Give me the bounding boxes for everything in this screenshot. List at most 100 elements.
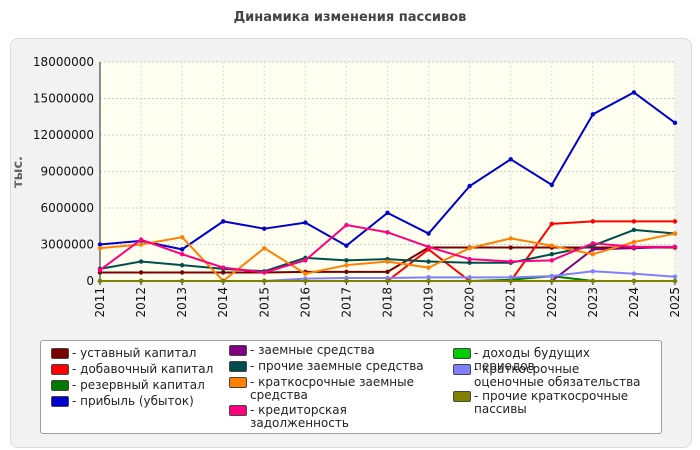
data-point bbox=[426, 259, 431, 264]
y-tick-label: 6000000 bbox=[41, 201, 94, 215]
legend-label: - заемные средства bbox=[250, 343, 375, 357]
data-point bbox=[385, 278, 390, 284]
data-point bbox=[631, 244, 637, 250]
data-point bbox=[385, 275, 390, 281]
series-11 bbox=[97, 278, 678, 284]
data-point bbox=[97, 245, 103, 251]
legend-label: - краткосрочные заемные средства bbox=[250, 375, 414, 402]
y-tick-label: 3000000 bbox=[41, 238, 94, 252]
chart-title: Динамика изменения пассивов bbox=[233, 10, 467, 25]
data-point bbox=[344, 258, 349, 263]
data-point bbox=[508, 275, 513, 280]
data-point bbox=[590, 269, 596, 274]
data-point bbox=[467, 183, 472, 189]
series-4 bbox=[97, 90, 678, 252]
data-point bbox=[385, 230, 390, 235]
legend-swatch bbox=[229, 345, 247, 356]
x-tick-label: 2015 bbox=[257, 287, 271, 318]
y-tick-label: 9000000 bbox=[41, 165, 94, 179]
legend-label: - прочие краткосрочные пассивы bbox=[474, 389, 629, 416]
data-point bbox=[549, 221, 554, 227]
data-point bbox=[672, 244, 678, 250]
data-point bbox=[631, 227, 637, 233]
data-point bbox=[426, 231, 431, 236]
data-point bbox=[303, 271, 308, 276]
data-point bbox=[426, 278, 431, 284]
data-point bbox=[138, 270, 144, 275]
data-point bbox=[221, 219, 226, 224]
data-point bbox=[549, 252, 554, 257]
data-point bbox=[385, 259, 390, 264]
data-point bbox=[385, 269, 390, 275]
legend-label: - доходы будущих периодов bbox=[474, 346, 590, 373]
data-point bbox=[303, 220, 308, 225]
data-point bbox=[631, 271, 637, 276]
data-point bbox=[467, 275, 472, 280]
legend-label: - прочие заемные средства bbox=[250, 359, 424, 373]
data-point bbox=[179, 270, 185, 275]
legend-swatch bbox=[51, 348, 69, 359]
data-point bbox=[631, 239, 637, 245]
data-point bbox=[426, 244, 431, 250]
data-point bbox=[508, 157, 513, 162]
data-point bbox=[549, 182, 554, 188]
legend-swatch bbox=[453, 364, 471, 375]
data-point bbox=[344, 262, 349, 268]
legend-label: - добавочный капитал bbox=[72, 362, 214, 376]
x-tick-label: 2014 bbox=[216, 287, 230, 318]
data-point bbox=[344, 275, 349, 281]
data-point bbox=[344, 269, 349, 275]
data-point bbox=[590, 278, 596, 284]
data-point bbox=[426, 275, 431, 280]
data-point bbox=[467, 278, 472, 284]
data-point bbox=[549, 278, 554, 284]
data-point bbox=[344, 243, 349, 248]
x-tick-label: 2013 bbox=[175, 287, 189, 318]
data-point bbox=[549, 243, 554, 248]
chart-legend: - уставный капитал - добавочный капитал - … bbox=[40, 340, 662, 434]
data-point bbox=[179, 235, 185, 240]
data-point bbox=[344, 222, 349, 228]
data-point bbox=[590, 247, 596, 252]
data-point bbox=[138, 259, 144, 264]
y-tick-label: 0 bbox=[86, 274, 94, 288]
data-point bbox=[262, 245, 267, 251]
data-point bbox=[467, 256, 472, 262]
y-tick-label: 12000000 bbox=[33, 128, 94, 142]
x-tick-label: 2016 bbox=[298, 287, 312, 318]
data-point bbox=[467, 260, 472, 265]
data-point bbox=[631, 219, 637, 224]
x-tick-label: 2012 bbox=[134, 287, 148, 318]
data-point bbox=[508, 278, 513, 284]
data-point bbox=[672, 274, 678, 279]
data-point bbox=[303, 278, 308, 284]
x-tick-label: 2020 bbox=[463, 287, 477, 318]
data-point bbox=[631, 278, 637, 284]
x-tick-label: 2018 bbox=[381, 287, 395, 318]
data-point bbox=[590, 241, 596, 246]
data-point bbox=[179, 262, 185, 268]
data-point bbox=[590, 219, 596, 224]
x-tick-label: 2021 bbox=[504, 287, 518, 318]
y-axis-label: тыс. bbox=[11, 156, 26, 188]
legend-swatch bbox=[453, 391, 471, 402]
data-point bbox=[672, 219, 678, 224]
y-tick-label: 18000000 bbox=[33, 55, 94, 69]
data-point bbox=[179, 247, 185, 252]
data-point bbox=[549, 258, 554, 263]
data-point bbox=[672, 120, 678, 126]
data-point bbox=[97, 278, 103, 284]
legend-swatch bbox=[51, 364, 69, 375]
data-point bbox=[303, 258, 308, 263]
legend-swatch bbox=[453, 348, 471, 359]
data-point bbox=[385, 210, 390, 216]
x-tick-label: 2019 bbox=[422, 287, 436, 318]
data-point bbox=[508, 236, 513, 241]
y-tick-label: 15000000 bbox=[33, 92, 94, 106]
legend-label: - краткосрочные оценочные обязательства bbox=[474, 362, 641, 389]
data-point bbox=[672, 278, 678, 284]
series-8 bbox=[97, 222, 678, 275]
data-point bbox=[138, 242, 144, 247]
x-tick-label: 2024 bbox=[627, 287, 641, 318]
